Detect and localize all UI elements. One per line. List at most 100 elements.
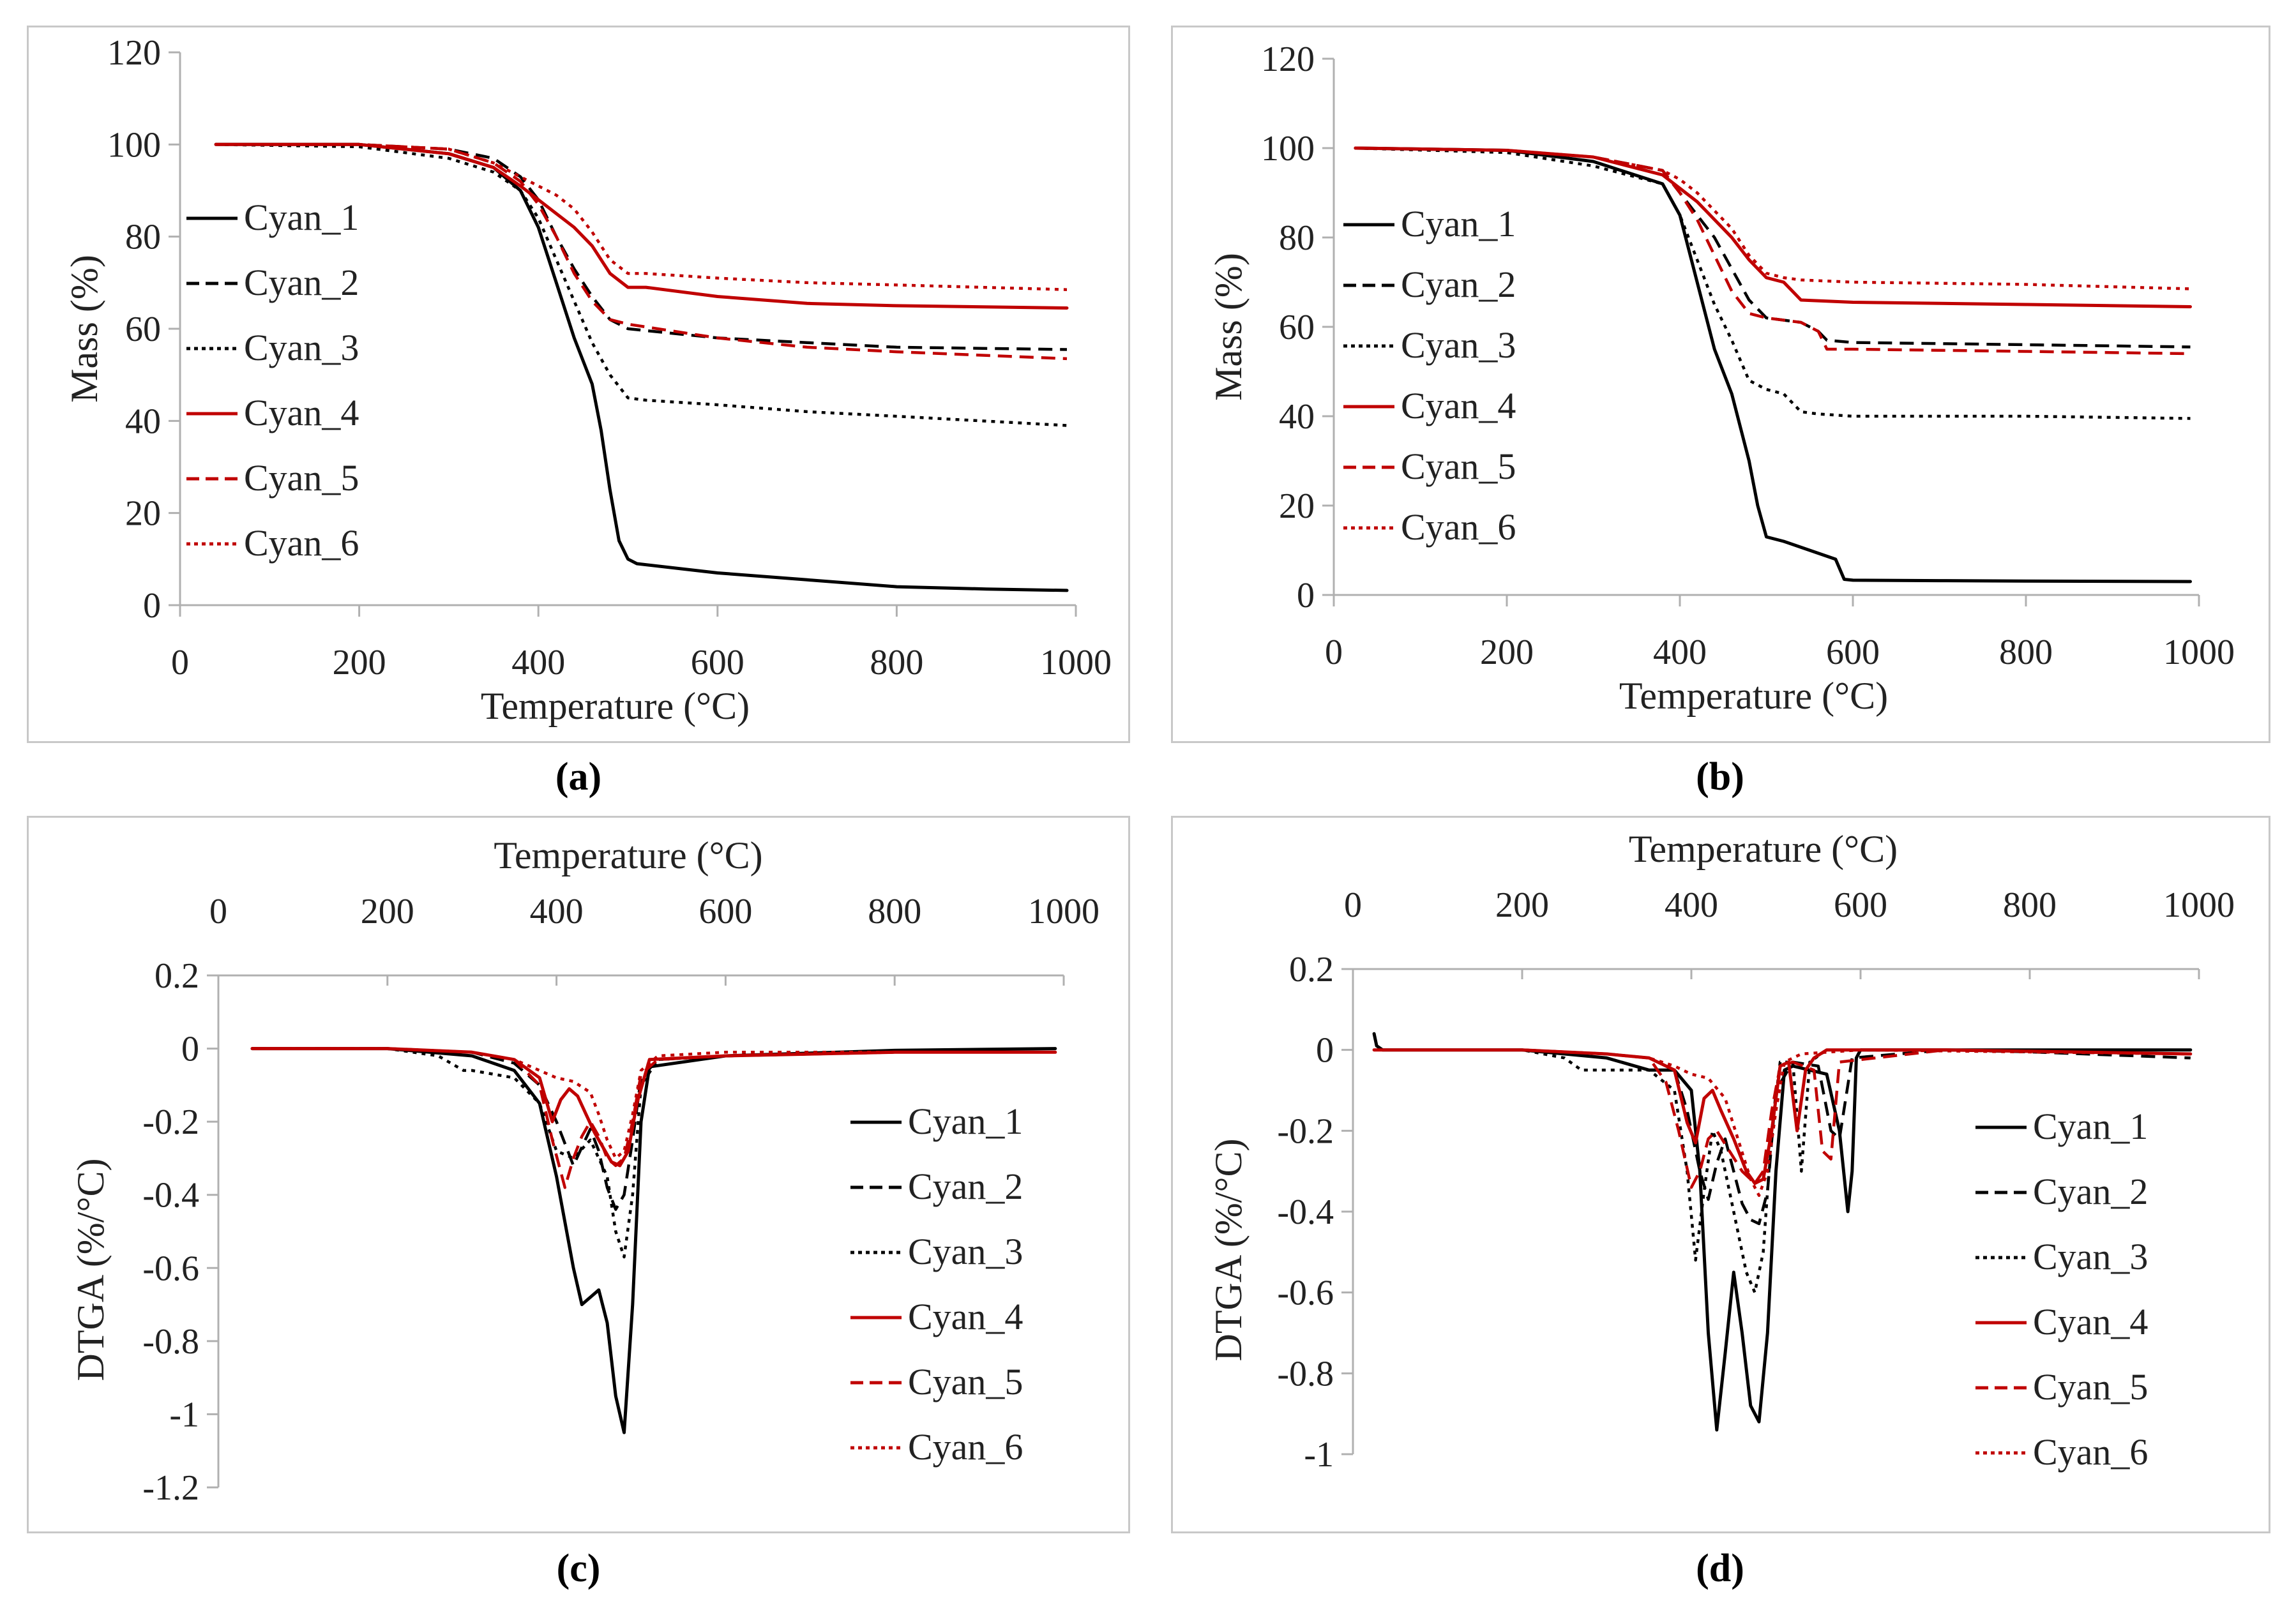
y-tick-label: 0 — [1297, 576, 1315, 615]
x-tick-label: 800 — [1999, 633, 2053, 672]
y-tick-label: -0.2 — [1277, 1111, 1334, 1151]
legend-label: Cyan_2 — [244, 262, 359, 303]
x-axis-title: Temperature (°C) — [1619, 675, 1888, 717]
series-line-cyan-2 — [252, 1047, 1055, 1211]
x-tick-label: 800 — [868, 892, 921, 931]
caption-b: (b) — [1696, 755, 1744, 799]
chart-d: 0.2 0 -0.2 -0.4 -0.6 -0.8 -1 0 200 400 600 800 1000 T… — [1207, 828, 2235, 1475]
y-tick-label: 20 — [1279, 486, 1315, 526]
y-tick-label: 120 — [107, 33, 161, 73]
legend-label: Cyan_3 — [908, 1231, 1023, 1272]
series-line-cyan-3 — [1374, 1048, 2191, 1294]
y-tick-label: -1 — [169, 1395, 199, 1434]
panel-a-frame — [27, 26, 1130, 743]
series-line-cyan-2 — [216, 143, 1068, 351]
chart-a: 0 20 40 60 80 100 120 0 200 400 600 800 1000 Temperat… — [63, 33, 1112, 727]
y-tick-label: -0.6 — [1277, 1274, 1334, 1313]
y-tick-label: 0 — [181, 1030, 199, 1069]
x-tick-label: 1000 — [1040, 643, 1112, 682]
series-line-cyan-2 — [1374, 1048, 2191, 1226]
chart-b: 0 20 40 60 80 100 120 0 200 400 600 800 1000 Temperat… — [1207, 40, 2235, 717]
chart-c: 0.2 0 -0.2 -0.4 -0.6 -0.8 -1 -1.2 0 200 400 600 800 1… — [70, 834, 1099, 1508]
legend-label: Cyan_3 — [244, 327, 359, 368]
x-tick-label: 0 — [1344, 885, 1362, 925]
legend-label: Cyan_4 — [244, 392, 359, 433]
x-tick-label: 0 — [1325, 633, 1343, 672]
y-tick-label: -0.4 — [1277, 1192, 1334, 1232]
y-axis-title: DTGA (%/°C) — [1207, 1139, 1250, 1362]
series-line-cyan-3 — [216, 143, 1068, 427]
y-tick-label: -0.8 — [1277, 1354, 1334, 1394]
legend-label: Cyan_6 — [1401, 506, 1516, 548]
x-tick-label: 0 — [209, 892, 227, 931]
y-tick-label: 0 — [143, 586, 161, 626]
series-line-cyan-4 — [1354, 146, 2192, 308]
series-line-cyan-6 — [216, 143, 1068, 291]
legend-label: Cyan_2 — [908, 1166, 1023, 1207]
legend-label: Cyan_4 — [2033, 1301, 2148, 1342]
legend-label: Cyan_4 — [1401, 385, 1516, 426]
x-tick-label: 1000 — [2163, 633, 2235, 672]
series-line-cyan-5 — [1355, 146, 2191, 356]
legend-label: Cyan_6 — [244, 522, 359, 564]
panel-d-frame — [1171, 816, 2270, 1533]
x-axis-title: Temperature (°C) — [481, 685, 750, 727]
legend-label: Cyan_1 — [1401, 203, 1516, 244]
x-tick-label: 400 — [1653, 633, 1707, 672]
legend-label: Cyan_5 — [1401, 446, 1516, 487]
x-tick-label: 200 — [333, 643, 386, 682]
legend-label: Cyan_2 — [2033, 1171, 2148, 1212]
series-line-cyan-3 — [252, 1047, 1055, 1259]
x-tick-label: 200 — [1495, 885, 1549, 925]
caption-d: (d) — [1696, 1547, 1744, 1590]
y-axis-title: Mass (%) — [63, 255, 105, 403]
series-line-cyan-1 — [1372, 1032, 2193, 1432]
y-tick-label: -0.6 — [142, 1249, 199, 1288]
series-line-cyan-5 — [252, 1047, 1055, 1189]
y-tick-label: 0.2 — [1289, 950, 1334, 989]
x-tick-label: 400 — [530, 892, 584, 931]
x-tick-label: 1000 — [1028, 892, 1099, 931]
x-tick-label: 800 — [2003, 885, 2057, 925]
series-line-cyan-4 — [214, 142, 1069, 310]
legend-label: Cyan_5 — [2033, 1366, 2148, 1408]
y-axis-title: DTGA (%/°C) — [70, 1159, 112, 1381]
x-tick-label: 600 — [1834, 885, 1887, 925]
x-tick-label: 200 — [1480, 633, 1534, 672]
x-axis-title: Temperature (°C) — [494, 834, 762, 876]
y-tick-label: 40 — [125, 402, 161, 441]
legend-label: Cyan_2 — [1401, 264, 1516, 305]
legend-label: Cyan_5 — [908, 1361, 1023, 1402]
y-tick-label: 0 — [1316, 1031, 1334, 1071]
x-axis-title: Temperature (°C) — [1629, 828, 1898, 870]
y-tick-label: 100 — [107, 125, 161, 165]
y-tick-label: 60 — [1279, 308, 1315, 347]
y-tick-label: -1.2 — [142, 1468, 199, 1508]
y-tick-label: -0.2 — [142, 1102, 199, 1142]
panel-b-frame — [1171, 26, 2270, 743]
y-tick-label: 100 — [1261, 129, 1315, 169]
y-tick-label: 60 — [125, 310, 161, 349]
x-tick-label: 400 — [511, 643, 565, 682]
x-tick-label: 400 — [1665, 885, 1718, 925]
legend-label: Cyan_6 — [2033, 1431, 2148, 1473]
x-tick-label: 800 — [870, 643, 923, 682]
legend-label: Cyan_5 — [244, 457, 359, 499]
x-tick-label: 600 — [691, 643, 744, 682]
legend-label: Cyan_1 — [2033, 1106, 2148, 1147]
x-tick-label: 600 — [699, 892, 752, 931]
y-tick-label: -0.4 — [142, 1176, 199, 1215]
legend-label: Cyan_3 — [1401, 324, 1516, 366]
y-tick-label: 0.2 — [155, 956, 199, 996]
series-line-cyan-4 — [1372, 1048, 2193, 1185]
y-tick-label: 80 — [1279, 218, 1315, 258]
y-tick-label: 20 — [125, 494, 161, 534]
series-line-cyan-6 — [1355, 146, 2191, 290]
caption-c: (c) — [556, 1547, 601, 1590]
series-line-cyan-5 — [1374, 1048, 2191, 1189]
y-tick-label: 80 — [125, 218, 161, 257]
legend-label: Cyan_1 — [244, 197, 359, 238]
caption-a: (a) — [555, 755, 602, 799]
series-line-cyan-6 — [1374, 1048, 2191, 1197]
series-line-cyan-5 — [216, 143, 1068, 361]
